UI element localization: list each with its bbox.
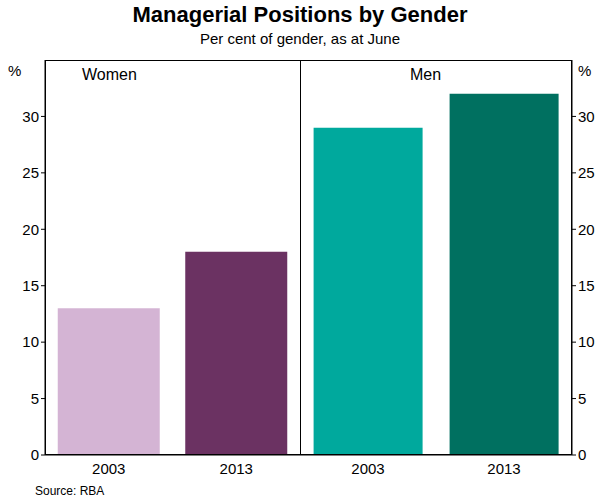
svg-text:10: 10: [578, 333, 592, 350]
svg-text:30: 30: [22, 108, 39, 125]
svg-text:2013: 2013: [487, 460, 520, 477]
svg-text:25: 25: [578, 164, 592, 181]
html-text:Managerial Positions by Gender: Managerial Positions by Gender: [132, 2, 468, 27]
html-text:Source: RBA: Source: RBA: [35, 484, 105, 498]
svg-text:2003: 2003: [351, 460, 384, 477]
svg-text:2003: 2003: [92, 460, 125, 477]
svg-text:0: 0: [578, 446, 586, 463]
svg-text:2013: 2013: [220, 460, 253, 477]
svg-text:15: 15: [578, 277, 592, 294]
svg-text:20: 20: [578, 221, 592, 238]
html-text:Men: Men: [410, 66, 442, 83]
html-text:Women: Women: [82, 66, 137, 83]
svg-text:5: 5: [578, 390, 586, 407]
svg-text:30: 30: [578, 108, 592, 125]
svg-text:0: 0: [31, 446, 39, 463]
svg-text:25: 25: [22, 164, 39, 181]
svg-text:10: 10: [22, 333, 39, 350]
svg-text:15: 15: [22, 277, 39, 294]
html-text:Per cent of gender, as at June: Per cent of gender, as at June: [199, 30, 401, 47]
svg-text:20: 20: [22, 221, 39, 238]
svg-text:5: 5: [31, 390, 39, 407]
